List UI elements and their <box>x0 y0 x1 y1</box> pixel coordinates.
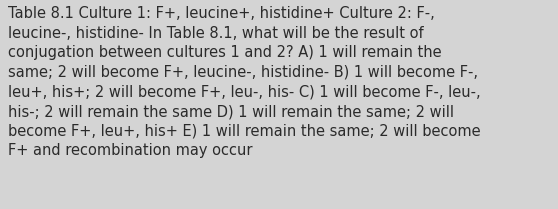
Text: Table 8.1 Culture 1: F+, leucine+, histidine+ Culture 2: F-,
leucine-, histidine: Table 8.1 Culture 1: F+, leucine+, histi… <box>8 6 480 158</box>
